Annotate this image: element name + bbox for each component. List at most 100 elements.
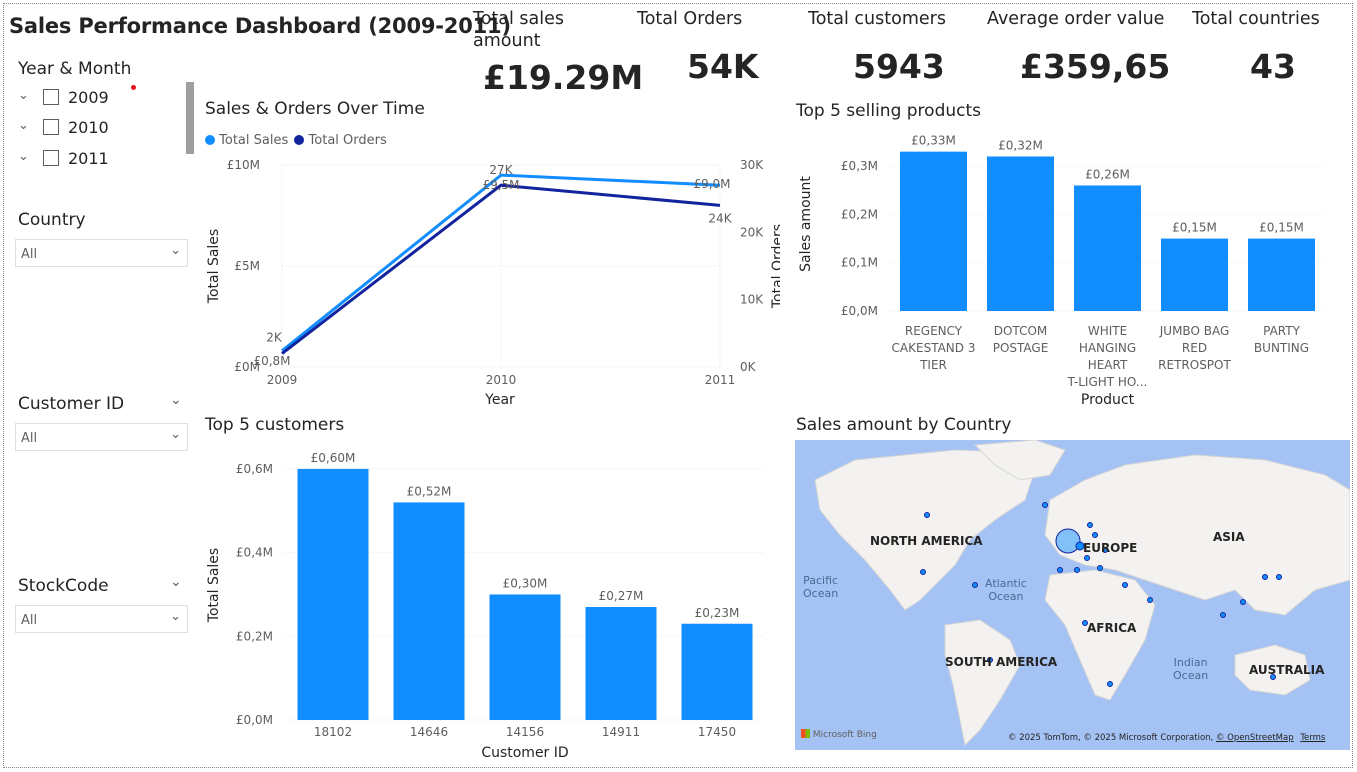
y-tick-label: £10M bbox=[227, 158, 260, 172]
country-bubble[interactable] bbox=[1092, 532, 1098, 538]
top-products-bar-chart[interactable]: £0,0M £0,1M £0,2M £0,3M £0,33M REGENCY CAKESTA… bbox=[790, 128, 1350, 413]
chevron-down-icon[interactable]: ⌄ bbox=[18, 149, 29, 164]
legend-item[interactable]: Total Sales bbox=[219, 133, 289, 148]
customer-id-dropdown[interactable]: All ⌄ bbox=[15, 423, 188, 451]
slicer-item-2010[interactable]: ⌄ 2010 bbox=[18, 118, 178, 138]
data-label: £0,33M bbox=[911, 134, 956, 148]
checkbox[interactable] bbox=[43, 150, 59, 166]
landmass-africa bbox=[1044, 569, 1156, 701]
series-line-total-sales[interactable] bbox=[281, 173, 721, 353]
country-bubble[interactable] bbox=[1055, 528, 1081, 554]
bar[interactable] bbox=[297, 468, 369, 720]
slicer-item-2009[interactable]: ⌄ 2009 bbox=[18, 88, 178, 108]
y-tick-label: £0,1M bbox=[841, 256, 878, 270]
x-tick-label: JUMBO BAG bbox=[1159, 324, 1230, 338]
kpi-value: 54K bbox=[687, 47, 759, 86]
data-label: £9,0M bbox=[693, 177, 730, 191]
series-line-total-orders[interactable] bbox=[281, 183, 721, 355]
map-label-continent: NORTH AMERICA bbox=[870, 534, 983, 548]
data-label: £0,23M bbox=[695, 606, 740, 620]
legend-item[interactable]: Total Orders bbox=[308, 133, 387, 148]
chevron-down-icon[interactable]: ⌄ bbox=[170, 574, 182, 590]
bar[interactable] bbox=[393, 502, 465, 720]
sales-orders-line-chart[interactable]: £0M £5M £10M 0K 10K 20K 30K 2009 2010 2011 Year Tot… bbox=[200, 150, 780, 415]
data-label: 24K bbox=[708, 211, 732, 225]
bar[interactable] bbox=[1074, 185, 1141, 311]
kpi-label: Total customers bbox=[808, 9, 946, 29]
x-tick-label: DOTCOM bbox=[994, 324, 1048, 338]
bar[interactable] bbox=[987, 156, 1054, 311]
data-label: £9,5M bbox=[482, 178, 519, 192]
bar[interactable] bbox=[585, 607, 657, 720]
data-label: £0,30M bbox=[503, 576, 548, 590]
x-axis-title: Year bbox=[484, 392, 515, 408]
slicer-item-2011[interactable]: ⌄ 2011 bbox=[18, 149, 178, 169]
terms-link[interactable]: Terms bbox=[1300, 733, 1326, 743]
checkbox[interactable] bbox=[43, 119, 59, 135]
data-label: £0,26M bbox=[1085, 167, 1130, 181]
kpi-label: Average order value bbox=[987, 9, 1165, 29]
country-bubble[interactable] bbox=[1270, 674, 1276, 680]
country-dropdown[interactable]: All ⌄ bbox=[15, 239, 188, 267]
country-bubble[interactable] bbox=[1240, 599, 1246, 605]
data-label: £0,15M bbox=[1172, 221, 1217, 235]
map-label-ocean: Atlantic Ocean bbox=[985, 577, 1027, 603]
country-bubble[interactable] bbox=[1084, 555, 1090, 561]
country-bubble[interactable] bbox=[1087, 522, 1093, 528]
country-bubble[interactable] bbox=[1075, 541, 1085, 551]
x-tick-label: 14646 bbox=[410, 725, 448, 739]
y-tick-label: £0,3M bbox=[841, 159, 878, 173]
ocean-label-line: Ocean bbox=[803, 587, 839, 600]
top-customers-bar-chart[interactable]: £0,0M £0,2M £0,4M £0,6M £0,60M 18102 £0,52M 146… bbox=[200, 440, 780, 765]
country-bubble[interactable] bbox=[1122, 582, 1128, 588]
checkbox[interactable] bbox=[43, 89, 59, 105]
chart-title-top-products: Top 5 selling products bbox=[796, 101, 982, 121]
dropdown-value: All bbox=[21, 431, 38, 446]
bar[interactable] bbox=[681, 623, 753, 720]
country-bubble[interactable] bbox=[1147, 597, 1153, 603]
sales-by-country-map[interactable]: NORTH AMERICA EUROPE ASIA AFRICA SOUTH A… bbox=[795, 440, 1350, 750]
country-bubble[interactable] bbox=[972, 582, 978, 588]
map-attribution: © 2025 TomTom, © 2025 Microsoft Corporat… bbox=[1008, 733, 1325, 743]
stockcode-dropdown[interactable]: All ⌄ bbox=[15, 605, 188, 633]
country-bubble[interactable] bbox=[1276, 574, 1282, 580]
country-bubble[interactable] bbox=[1074, 567, 1080, 573]
x-tick-label: POSTAGE bbox=[993, 341, 1049, 355]
slicer-item-label: 2009 bbox=[68, 88, 109, 107]
data-label: £0,60M bbox=[311, 451, 356, 465]
bar[interactable] bbox=[489, 594, 561, 720]
map-label-continent: ASIA bbox=[1213, 530, 1245, 544]
bar[interactable] bbox=[1161, 238, 1228, 311]
chevron-down-icon[interactable]: ⌄ bbox=[18, 118, 29, 133]
x-tick-label: 17450 bbox=[698, 725, 736, 739]
osm-link[interactable]: © OpenStreetMap bbox=[1215, 733, 1294, 743]
country-bubble[interactable] bbox=[987, 657, 993, 663]
y-axis-title: Total Sales bbox=[206, 548, 222, 623]
country-bubble[interactable] bbox=[1262, 574, 1268, 580]
x-tick-label: 14911 bbox=[602, 725, 640, 739]
y-tick-label: £0,0M bbox=[841, 304, 878, 318]
country-bubble[interactable] bbox=[924, 512, 930, 518]
ocean-label-line: Ocean bbox=[1173, 669, 1209, 682]
bing-logo: Microsoft Bing bbox=[801, 729, 877, 740]
map-label-continent: SOUTH AMERICA bbox=[945, 655, 1058, 669]
country-bubble[interactable] bbox=[1107, 681, 1113, 687]
chevron-down-icon[interactable]: ⌄ bbox=[18, 88, 29, 103]
y-tick-label: £0,4M bbox=[236, 546, 273, 560]
kpi-label: Total Orders bbox=[637, 9, 743, 29]
country-bubble[interactable] bbox=[920, 569, 926, 575]
country-bubble[interactable] bbox=[1082, 620, 1088, 626]
chevron-down-icon[interactable]: ⌄ bbox=[170, 392, 182, 408]
y-tick-label: £0,2M bbox=[236, 629, 273, 643]
country-bubble[interactable] bbox=[1042, 502, 1048, 508]
x-tick-label: HANGING bbox=[1079, 341, 1136, 355]
country-bubble[interactable] bbox=[1220, 612, 1226, 618]
bar[interactable] bbox=[1248, 238, 1315, 311]
country-bubble[interactable] bbox=[1102, 547, 1108, 553]
bar[interactable] bbox=[900, 151, 967, 311]
slicer-scrollbar[interactable] bbox=[186, 82, 194, 154]
country-bubble[interactable] bbox=[1097, 565, 1103, 571]
filter-indicator-dot bbox=[131, 85, 136, 90]
country-bubble[interactable] bbox=[1057, 567, 1063, 573]
kpi-total-sales[interactable]: Total sales amount bbox=[473, 8, 593, 52]
